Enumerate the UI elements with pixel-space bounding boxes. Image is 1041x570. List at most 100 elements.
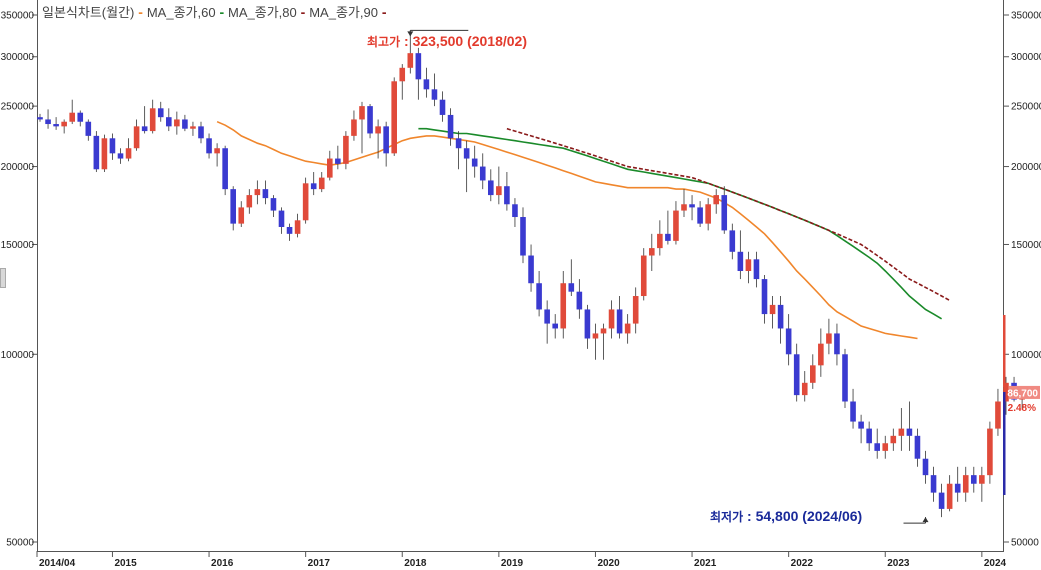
x-tick-label: 2020	[597, 558, 620, 569]
candle-up	[318, 177, 325, 190]
candle-down	[552, 323, 558, 329]
candle-down	[512, 204, 518, 218]
candle-down	[471, 158, 478, 167]
candle-down	[85, 121, 92, 136]
high-annotation: 최고가 : 323,500 (2018/02)	[367, 33, 527, 49]
candle-up	[560, 283, 567, 329]
candle-down	[938, 492, 945, 509]
right-range-bar-up	[1003, 315, 1006, 387]
candle-up	[61, 121, 67, 127]
candle-down	[270, 198, 277, 211]
candle-down	[278, 210, 285, 227]
candle-down	[906, 428, 913, 436]
candle-up	[624, 323, 631, 334]
candle-down	[568, 283, 575, 292]
x-tick-label: 2014/04	[39, 558, 76, 569]
candle-down	[222, 148, 228, 190]
last-price-tag	[1009, 385, 1040, 399]
candle-down	[536, 283, 542, 310]
candle-down	[793, 354, 800, 396]
candle-down	[182, 119, 188, 129]
y-tick-label-right: 100000	[1011, 350, 1041, 361]
candle-down	[109, 138, 116, 154]
candle-down	[117, 153, 124, 159]
candle-up	[769, 304, 776, 315]
candle-up	[359, 106, 365, 120]
candle-up	[327, 158, 333, 178]
candle-up	[962, 475, 969, 493]
candle-down	[286, 226, 293, 234]
candle-up	[343, 135, 349, 164]
x-tick-label: 2018	[404, 558, 427, 569]
candle-down	[463, 148, 470, 159]
candle-down	[858, 421, 864, 429]
candle-down	[866, 428, 872, 444]
candle-down	[431, 89, 438, 100]
candle-up	[745, 259, 752, 272]
candle-up	[214, 148, 220, 154]
y-tick-label-left: 250000	[1, 102, 35, 113]
y-tick-label-left: 350000	[1, 11, 35, 22]
candle-up	[391, 81, 397, 154]
candle-down	[777, 304, 784, 329]
candle-down	[230, 189, 236, 224]
x-tick-label: 2022	[791, 558, 814, 569]
candle-up	[946, 483, 953, 509]
candle-down	[310, 183, 317, 190]
right-range-bar-down	[1003, 392, 1006, 495]
candle-down	[850, 401, 856, 422]
y-tick-label-left: 50000	[6, 538, 34, 549]
x-tick-label: 2021	[694, 558, 717, 569]
candle-down	[37, 117, 43, 120]
candle-up	[995, 401, 1001, 429]
candle-up	[987, 428, 993, 476]
y-tick-label-left: 100000	[1, 350, 35, 361]
candle-up	[254, 189, 261, 196]
candle-up	[399, 67, 406, 82]
ma80-line	[418, 127, 943, 320]
candle-up	[101, 138, 108, 170]
candle-up	[174, 119, 180, 127]
y-tick-label-right: 200000	[1011, 162, 1041, 173]
candle-down	[729, 230, 736, 252]
x-tick-label: 2024	[984, 558, 1007, 569]
candle-down	[874, 443, 880, 451]
candle-down	[842, 354, 848, 402]
candle-up	[810, 365, 816, 383]
candle-down	[528, 255, 534, 284]
candle-down	[737, 251, 744, 272]
candle-down	[383, 126, 389, 154]
panel-resize-handle[interactable]	[0, 268, 6, 288]
candle-down	[447, 114, 454, 139]
candle-down	[544, 309, 550, 324]
candle-down	[697, 207, 703, 224]
low-arrowhead	[922, 517, 929, 523]
candle-up	[1003, 382, 1009, 402]
candle-up	[69, 112, 75, 122]
candle-up	[640, 255, 647, 297]
candle-up	[882, 443, 889, 451]
candle-up	[238, 207, 245, 224]
candle-up	[705, 204, 711, 224]
candle-down	[455, 138, 462, 149]
x-tick-label: 2017	[308, 558, 331, 569]
x-tick-label: 2023	[887, 558, 910, 569]
y-tick-label-right: 150000	[1011, 240, 1041, 251]
candle-down	[93, 135, 100, 170]
candle-down	[576, 291, 583, 310]
ma90-line	[506, 127, 951, 302]
candle-up	[302, 183, 309, 221]
high-arrowhead	[407, 31, 414, 37]
candle-up	[149, 108, 156, 132]
candle-down	[520, 217, 526, 256]
candle-down	[439, 99, 446, 115]
candle-down	[922, 458, 929, 476]
candle-up	[681, 204, 687, 211]
candle-down	[930, 475, 937, 493]
candle-up	[979, 475, 985, 484]
candle-down	[616, 309, 623, 334]
candle-up	[294, 220, 301, 234]
candle-down	[53, 124, 59, 127]
candle-up	[246, 195, 253, 208]
